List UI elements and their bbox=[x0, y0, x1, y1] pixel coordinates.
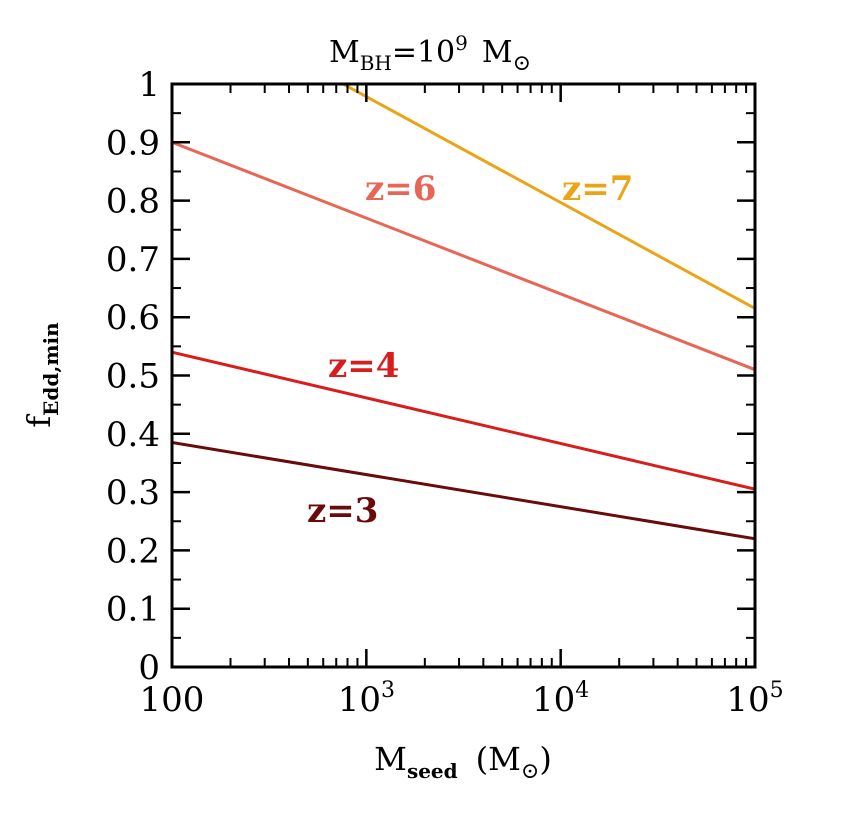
y-tick-label: 0.8 bbox=[106, 182, 160, 222]
series-label-z7: z=7 bbox=[562, 169, 633, 209]
x-tick-label: 103 bbox=[338, 678, 395, 720]
y-tick-label: 0.3 bbox=[106, 473, 160, 513]
y-tick-label: 0 bbox=[138, 648, 160, 688]
y-tick-label: 0.2 bbox=[106, 531, 160, 571]
series-label-z3: z=3 bbox=[307, 491, 378, 531]
series-layer bbox=[172, 84, 755, 541]
y-tick-label: 0.9 bbox=[106, 123, 160, 163]
plot-frame bbox=[170, 82, 757, 669]
y-tick-label: 0.7 bbox=[106, 240, 160, 280]
series-line-z3 bbox=[172, 441, 755, 541]
y-tick-label: 0.5 bbox=[106, 357, 160, 397]
y-tick-label: 0.6 bbox=[106, 298, 160, 338]
chart-title: MBH=109 M⊙ bbox=[329, 31, 531, 76]
series-line-z6 bbox=[172, 140, 755, 372]
series-label-z4: z=4 bbox=[328, 346, 399, 386]
series-line-z7 bbox=[340, 84, 755, 310]
x-tick-label: 105 bbox=[726, 678, 783, 720]
x-axis-title: Mseed (M⊙) bbox=[374, 740, 552, 784]
tick-layer: 0 0.1 0.2 0.3 0.4 0.5 0.6 0.7 0.8 0.9 1 100 103 104 10… bbox=[106, 65, 784, 720]
y-tick-label: 1 bbox=[138, 65, 160, 105]
series-label-z6: z=6 bbox=[365, 169, 436, 209]
series-line-z4 bbox=[172, 350, 755, 491]
y-tick-label: 0.1 bbox=[106, 590, 160, 630]
y-axis-title: fEdd,min bbox=[20, 322, 63, 428]
x-tick-label: 104 bbox=[532, 678, 589, 720]
y-tick-label: 0.4 bbox=[106, 415, 160, 455]
x-tick-label: 100 bbox=[140, 680, 205, 720]
